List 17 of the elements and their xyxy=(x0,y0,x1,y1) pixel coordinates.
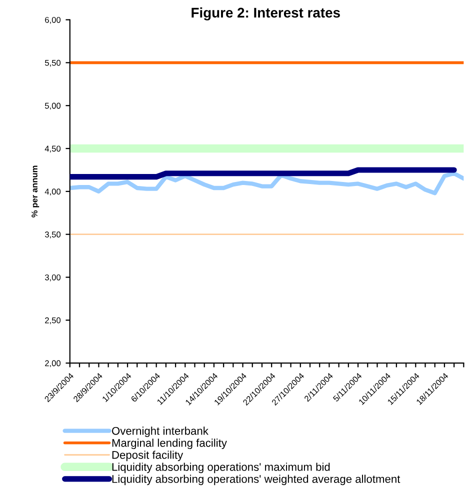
y-axis-title: % per annum xyxy=(32,166,40,218)
legend-label: Overnight interbank xyxy=(112,426,208,438)
y-tick-label: 2,00 xyxy=(45,360,61,368)
y-tick-label: 3,00 xyxy=(44,274,61,282)
y-tick-label: 4,50 xyxy=(44,146,61,153)
legend-label: Marginal lending facility xyxy=(112,438,227,450)
legend-label: Liquidity absorbing operations' maximum bid xyxy=(112,462,330,474)
chart-title: Figure 2: Interest rates xyxy=(192,7,340,20)
legend-label: Deposit facility xyxy=(112,450,184,462)
y-tick-label: 4,00 xyxy=(44,188,61,196)
line-series xyxy=(70,171,464,196)
y-tick-label: 3,50 xyxy=(44,232,61,238)
y-tick-label: 6,00 xyxy=(45,16,61,24)
y-tick-label: 5,00 xyxy=(44,102,61,110)
y-tick-label: 5,50 xyxy=(44,60,61,67)
y-tick-label: 2,50 xyxy=(45,317,61,324)
legend-label: Liquidity absorbing operations' weighted average allotment xyxy=(112,474,400,486)
